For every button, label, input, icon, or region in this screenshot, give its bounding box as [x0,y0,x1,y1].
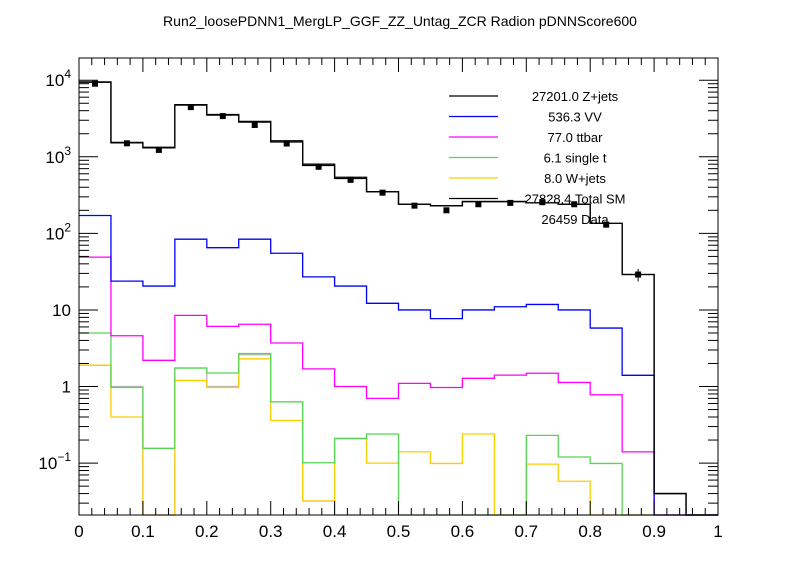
data-point [379,189,386,196]
data-point [443,207,450,214]
data-point [475,201,482,208]
data-point [155,146,162,153]
y-tick-label: 10 [52,301,71,320]
axes: 0 0.1 0.2 0.3 0.4 0.5 0.6 0.7 0.8 0.9 110410310210… [38,58,723,541]
x-tick-label: 0.7 [514,522,538,541]
legend-entry-single-t-label: 6.1 single t [544,151,607,166]
x-tick-label: 0.6 [451,522,475,541]
y-tick-base: 10 [45,224,64,243]
y-tick-label: 102 [45,220,71,243]
data-point [571,201,578,208]
legend: 27201.0 Z+jets 536.3 VV 77.0 ttbar 6.1 sing… [449,89,625,227]
y-tick-exponent: 2 [64,220,71,234]
y-tick-exponent: −1 [57,450,71,464]
data-point [635,271,642,278]
data-point [411,202,418,209]
data-point [123,140,130,147]
data-point [347,176,354,183]
y-tick-exponent: 4 [64,67,71,81]
y-tick-base: 10 [38,454,57,473]
histogram-vv [79,214,718,516]
data-point [91,80,98,87]
x-tick-label: 0.1 [131,522,155,541]
y-tick-base: 10 [45,71,64,90]
histograms [79,81,718,516]
legend-entry-ttbar-label: 77.0 ttbar [548,130,604,145]
data-point [283,140,290,147]
data-point [507,199,514,206]
x-tick-label: 0.2 [195,522,219,541]
data-point [603,221,610,228]
data-point [315,163,322,170]
x-tick-label: 0.8 [578,522,602,541]
legend-entry-data-label: 26459 Data [541,212,609,227]
data-points [91,80,642,282]
histogram-ttbar [79,256,718,516]
x-tick-label: 0.5 [387,522,411,541]
legend-entry-z-jets-label: 27201.0 Z+jets [532,89,619,104]
y-tick-label: 104 [45,67,71,90]
y-tick-label: 1 [62,378,71,397]
x-tick-label: 0.4 [323,522,347,541]
chart-title: Run2_loosePDNN1_MergLP_GGF_ZZ_Untag_ZCR … [163,13,637,29]
y-tick-label: 10−1 [38,450,71,473]
x-tick-label: 0.3 [259,522,283,541]
histogram-single-t [79,332,718,516]
data-point [219,113,226,120]
y-tick-base: 10 [45,148,64,167]
legend-entry-w-jets-label: 8.0 W+jets [544,171,606,186]
x-tick-label: 1 [713,522,722,541]
data-point [187,104,194,111]
legend-entry-vv-label: 536.3 VV [548,110,602,125]
legend-entry-total-sm-label: 27828.4 Total SM [525,192,626,207]
data-point [539,199,546,206]
y-tick-exponent: 3 [64,144,71,158]
histogram-total-sm [79,81,718,516]
x-tick-label: 0 [74,522,83,541]
x-tick-label: 0.9 [642,522,666,541]
y-tick-label: 103 [45,144,71,167]
data-point [251,122,258,129]
